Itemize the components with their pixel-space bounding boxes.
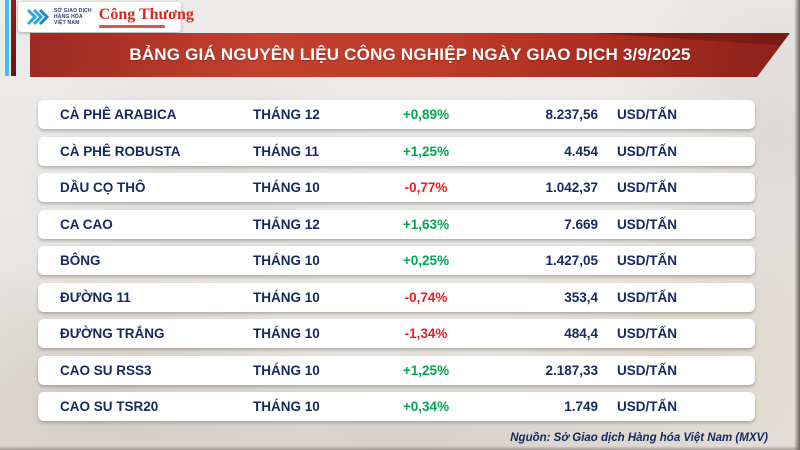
contract-month: THÁNG 10 bbox=[253, 289, 320, 305]
price-unit: USD/TẤN bbox=[617, 216, 677, 232]
table-row: BÔNG THÁNG 10 +0,25% 1.427,05 USD/TẤN bbox=[38, 246, 755, 275]
table-row: ĐƯỜNG 11 THÁNG 10 -0,74% 353,4 USD/TẤN bbox=[38, 282, 755, 312]
contract-month: THÁNG 12 bbox=[253, 107, 320, 122]
price-value: 484,4 bbox=[564, 326, 598, 341]
commodity-name: ĐƯỜNG TRẮNG bbox=[60, 326, 165, 341]
photo-edge-bottom bbox=[0, 446, 800, 450]
logo-plate: SỞ GIAO DỊCH HÀNG HÓA VIỆT NAM Công Thươ… bbox=[18, 2, 194, 32]
price-value: 1.042,37 bbox=[545, 180, 598, 195]
mxv-logo-line: HÀNG HÓA bbox=[54, 13, 83, 20]
table-row: CAO SU RSS3 THÁNG 10 +1,25% 2.187,33 USD… bbox=[38, 355, 755, 385]
commodity-name: CAO SU TSR20 bbox=[60, 399, 159, 414]
table-row: ĐƯỜNG TRẮNG THÁNG 10 -1,34% 484,4 USD/TẤ… bbox=[38, 319, 755, 348]
price-unit: USD/TẤN bbox=[617, 143, 677, 159]
commodity-name: CA CAO bbox=[60, 216, 113, 232]
contract-month: THÁNG 11 bbox=[253, 143, 320, 159]
price-unit: USD/TẤN bbox=[617, 326, 677, 341]
source-attribution: Nguồn: Sở Giao dịch Hàng hóa Việt Nam (M… bbox=[510, 432, 768, 444]
mxv-logo-text: SỞ GIAO DỊCH HÀNG HÓA VIỆT NAM bbox=[54, 8, 92, 27]
accent-stripe-dark-red bbox=[11, 0, 16, 76]
commodity-name: CÀ PHÊ ARABICA bbox=[60, 107, 177, 122]
price-unit: USD/TẤN bbox=[617, 289, 677, 305]
table-row: CA CAO THÁNG 12 +1,63% 7.669 USD/TẤN bbox=[38, 209, 755, 239]
price-value: 2.187,33 bbox=[545, 362, 598, 378]
change-percent: +0,25% bbox=[402, 253, 450, 268]
commodity-name: CAO SU RSS3 bbox=[60, 362, 152, 378]
price-value: 8.237,56 bbox=[545, 107, 598, 122]
table-row: CAO SU TSR20 THÁNG 10 +0,34% 1.749 USD/T… bbox=[38, 392, 755, 421]
change-percent: -1,34% bbox=[404, 326, 448, 341]
contract-month: THÁNG 10 bbox=[253, 253, 320, 268]
change-percent: +1,25% bbox=[402, 143, 450, 159]
price-unit: USD/TẤN bbox=[617, 180, 677, 195]
price-value: 1.427,05 bbox=[545, 253, 598, 268]
change-percent: -0,77% bbox=[404, 180, 448, 195]
change-percent: -0,74% bbox=[404, 289, 448, 305]
change-percent: +0,89% bbox=[402, 107, 450, 122]
mxv-chevron-icon bbox=[24, 7, 50, 27]
congthuong-logo: Công Thương bbox=[98, 5, 194, 28]
table-row: CÀ PHÊ ARABICA THÁNG 12 +0,89% 8.237,56 … bbox=[38, 100, 755, 129]
congthuong-tagline-bar bbox=[98, 24, 165, 28]
change-percent: +1,63% bbox=[402, 216, 450, 232]
price-unit: USD/TẤN bbox=[617, 253, 677, 268]
commodity-name: BÔNG bbox=[60, 253, 101, 268]
contract-month: THÁNG 10 bbox=[253, 326, 320, 341]
change-percent: +0,34% bbox=[402, 399, 450, 414]
price-value: 7.669 bbox=[564, 216, 598, 232]
contract-month: THÁNG 10 bbox=[253, 180, 320, 195]
photo-edge-right bbox=[794, 0, 800, 450]
contract-month: THÁNG 12 bbox=[253, 216, 320, 232]
price-unit: USD/TẤN bbox=[617, 399, 677, 414]
contract-month: THÁNG 10 bbox=[253, 399, 320, 414]
price-value: 4.454 bbox=[564, 143, 598, 159]
accent-stripe-cyan bbox=[5, 0, 9, 76]
change-percent: +1,25% bbox=[402, 362, 450, 378]
price-value: 353,4 bbox=[564, 289, 598, 305]
table-row: DẦU CỌ THÔ THÁNG 10 -0,77% 1.042,37 USD/… bbox=[38, 173, 755, 202]
commodity-name: ĐƯỜNG 11 bbox=[60, 289, 131, 305]
page-title: BẢNG GIÁ NGUYÊN LIỆU CÔNG NGHIỆP NGÀY GI… bbox=[129, 45, 691, 64]
mxv-logo-line: VIỆT NAM bbox=[54, 20, 80, 27]
price-unit: USD/TẤN bbox=[617, 362, 677, 378]
commodity-name: CÀ PHÊ ROBUSTA bbox=[60, 143, 181, 159]
price-value: 1.749 bbox=[564, 399, 598, 414]
congthuong-logo-text: Công Thương bbox=[98, 5, 194, 23]
title-banner: BẢNG GIÁ NGUYÊN LIỆU CÔNG NGHIỆP NGÀY GI… bbox=[30, 33, 790, 77]
table-row: CÀ PHÊ ROBUSTA THÁNG 11 +1,25% 4.454 USD… bbox=[38, 136, 755, 166]
price-table: CÀ PHÊ ARABICA THÁNG 12 +0,89% 8.237,56 … bbox=[38, 100, 755, 429]
price-unit: USD/TẤN bbox=[617, 107, 677, 122]
mxv-logo-line: SỞ GIAO DỊCH bbox=[54, 7, 92, 14]
contract-month: THÁNG 10 bbox=[253, 362, 320, 378]
commodity-name: DẦU CỌ THÔ bbox=[60, 180, 146, 195]
